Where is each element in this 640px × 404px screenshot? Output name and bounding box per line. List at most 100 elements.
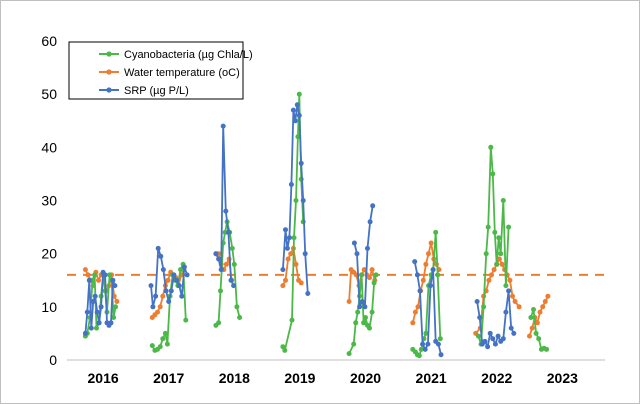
data-point [516, 304, 522, 310]
data-point [102, 272, 108, 278]
data-point [163, 288, 169, 294]
data-point [529, 325, 535, 331]
data-point [286, 235, 292, 241]
data-point [98, 304, 104, 310]
data-point [534, 320, 540, 326]
data-point [533, 330, 539, 336]
data-point [477, 315, 483, 320]
data-point [428, 240, 434, 246]
data-point [82, 267, 88, 273]
data-point [487, 330, 493, 336]
data-point [537, 309, 543, 315]
data-point [373, 272, 379, 278]
data-point [531, 307, 536, 312]
data-point [113, 304, 119, 310]
data-point [94, 325, 99, 331]
data-point [527, 333, 532, 339]
data-point [220, 123, 226, 129]
data-point [296, 91, 302, 97]
data-point [507, 277, 513, 283]
data-point [302, 251, 308, 257]
data-point [283, 277, 288, 283]
legend-swatch-marker [106, 87, 112, 93]
data-point [495, 333, 501, 339]
data-point [228, 277, 234, 283]
data-point [369, 309, 375, 315]
x-tick-label: 2023 [547, 370, 578, 386]
data-point [498, 251, 504, 257]
y-axis-ticks: 0 10 20 30 40 50 60 [41, 33, 57, 368]
data-point [305, 291, 311, 296]
data-point [365, 245, 370, 251]
data-point [184, 272, 190, 278]
data-point [176, 283, 182, 289]
data-point [490, 171, 496, 177]
data-point [183, 317, 189, 323]
data-point [157, 304, 163, 310]
y-tick-label: 30 [41, 193, 57, 209]
data-point [488, 144, 494, 150]
legend-swatch-marker [106, 51, 112, 57]
data-point [351, 341, 357, 347]
data-point [92, 272, 98, 278]
data-point [280, 344, 286, 350]
data-point [540, 304, 546, 310]
data-point [414, 272, 420, 278]
data-point [298, 280, 304, 286]
data-point [475, 333, 481, 339]
data-point [362, 304, 368, 310]
data-point [165, 277, 171, 283]
data-point [96, 320, 102, 326]
data-point [110, 277, 116, 283]
data-point [510, 293, 515, 299]
series-line-segment [353, 205, 374, 308]
data-point [295, 134, 301, 140]
data-point [474, 299, 480, 304]
data-point [291, 235, 297, 241]
data-point [223, 208, 229, 214]
data-point [485, 344, 491, 350]
data-point [491, 267, 497, 273]
data-point [355, 309, 361, 315]
data-point [494, 261, 500, 267]
data-point [351, 240, 357, 246]
data-point [357, 304, 363, 310]
data-point [294, 102, 300, 108]
data-point [90, 299, 96, 304]
legend-item-srp: SRP (µg P/L) [99, 85, 189, 97]
y-tick-label: 60 [41, 33, 57, 49]
data-point [435, 341, 441, 347]
data-point [492, 229, 498, 235]
legend-label-cyanobacteria: Cyanobacteria (µg Chla/L) [124, 49, 253, 61]
data-point [418, 346, 424, 352]
data-point [489, 272, 494, 278]
data-point [346, 351, 352, 357]
data-point [412, 259, 418, 265]
data-point [369, 267, 375, 273]
data-point [482, 338, 488, 344]
data-point [511, 330, 517, 336]
data-point [359, 272, 365, 278]
data-point [181, 264, 187, 270]
data-point [438, 352, 444, 358]
data-point [512, 299, 518, 304]
data-point [229, 245, 235, 251]
data-point [179, 293, 185, 299]
x-tick-label: 2021 [416, 370, 447, 386]
data-point [416, 353, 422, 359]
data-point [293, 261, 299, 267]
data-point [423, 261, 429, 267]
data-point [283, 227, 288, 233]
data-point [435, 272, 441, 278]
legend-item-water-temperature: Water temperature (oC) [99, 67, 240, 79]
x-tick-label: 2018 [219, 370, 250, 386]
data-point [433, 229, 439, 235]
x-tick-label: 2017 [153, 370, 184, 386]
legend-label-water-temperature: Water temperature (oC) [124, 67, 240, 79]
x-tick-label: 2019 [284, 370, 315, 386]
data-point [346, 299, 352, 304]
data-point [536, 336, 542, 342]
data-point [499, 261, 505, 267]
data-point [367, 275, 372, 281]
data-point [412, 309, 418, 315]
